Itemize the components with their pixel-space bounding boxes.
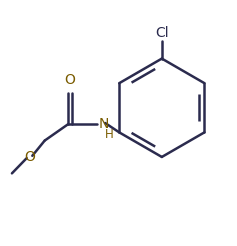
Text: H: H — [105, 128, 113, 141]
Text: O: O — [24, 150, 35, 164]
Text: N: N — [99, 117, 109, 131]
Text: O: O — [64, 73, 75, 87]
Text: Cl: Cl — [155, 26, 169, 40]
